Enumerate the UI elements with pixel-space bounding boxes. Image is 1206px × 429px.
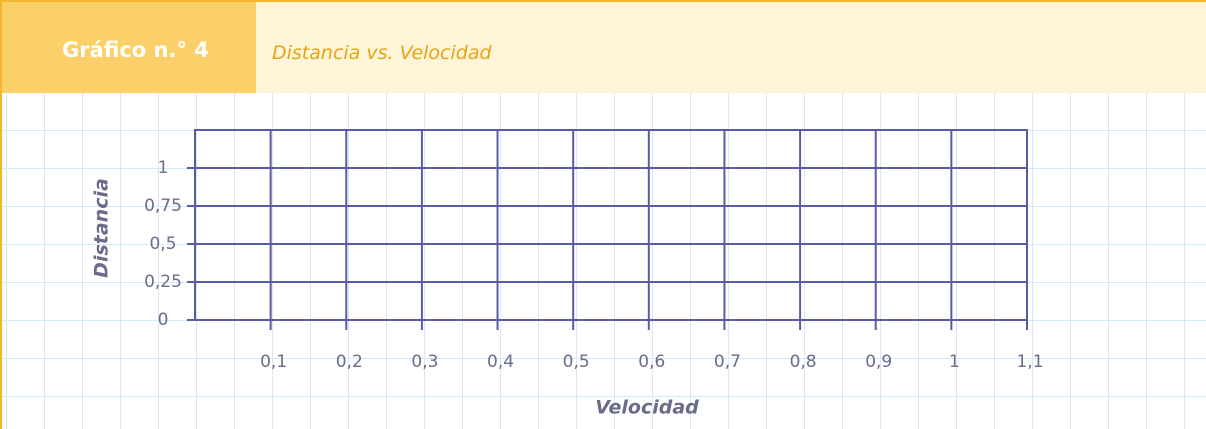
x-tick-label: 1,1	[1016, 352, 1043, 372]
y-tick-label: 0,5	[149, 234, 176, 254]
x-axis-label: Velocidad	[595, 397, 699, 419]
x-tick-label: 0,5	[563, 352, 590, 372]
x-tick-label: 0,3	[411, 352, 438, 372]
header-label-box: Gráfico n.° 4	[0, 2, 256, 93]
chart-subtitle: Distancia vs. Velocidad	[272, 42, 492, 64]
x-tick-label: 0,1	[260, 352, 287, 372]
y-tick-label: 1	[158, 158, 169, 178]
y-axis-label: Distancia	[91, 178, 113, 278]
x-tick-label: 0,6	[638, 352, 665, 372]
plot-frame	[194, 129, 1028, 321]
y-tick-label: 0	[158, 310, 169, 330]
y-tick-label: 0,75	[144, 196, 182, 216]
x-tick-label: 0,7	[714, 352, 741, 372]
x-tick-label: 0,4	[487, 352, 514, 372]
x-tick-label: 0,8	[790, 352, 817, 372]
x-tick-label: 0,2	[336, 352, 363, 372]
x-tick-label: 1	[949, 352, 960, 372]
x-tick-label: 0,9	[865, 352, 892, 372]
header: Gráfico n.° 4 Distancia vs. Velocidad	[0, 0, 1206, 93]
left-border	[0, 0, 2, 429]
y-tick-label: 0,25	[144, 272, 182, 292]
chart-title: Gráfico n.° 4	[62, 38, 209, 62]
